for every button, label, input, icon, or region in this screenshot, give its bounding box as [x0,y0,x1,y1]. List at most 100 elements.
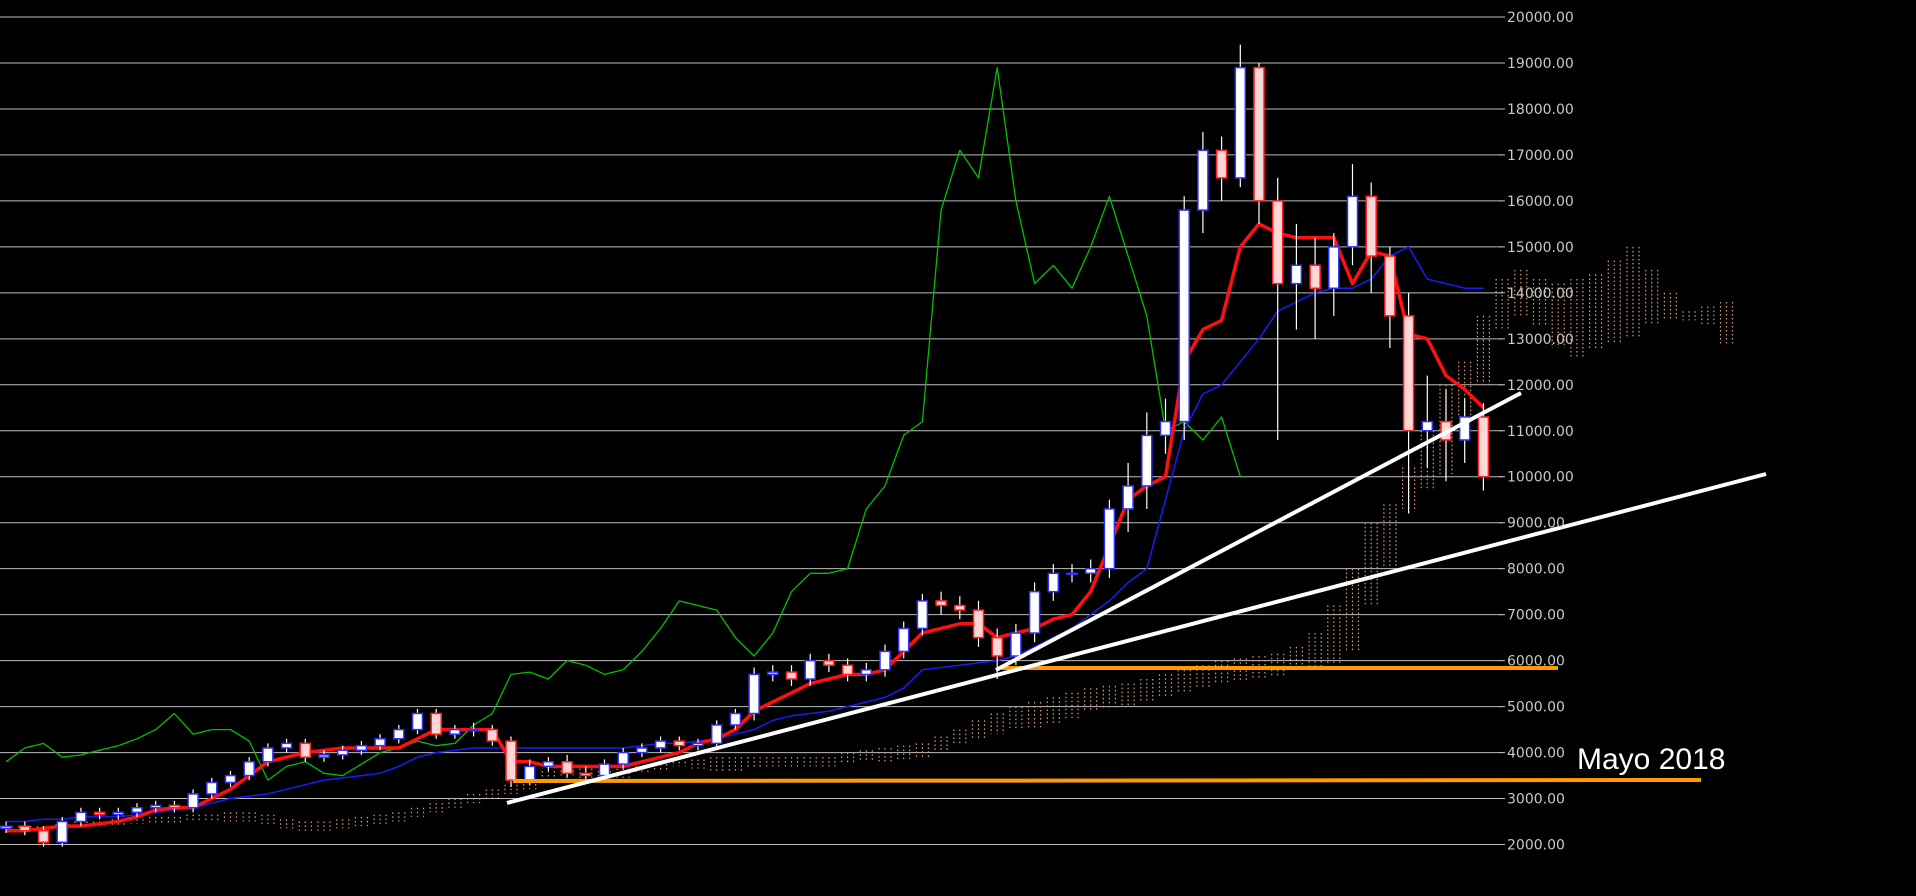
candle-body [879,650,891,671]
candle-body [935,600,947,607]
candle-body [1402,315,1415,432]
y-tick-label: 18000.00 [1507,102,1574,118]
candle-body [430,712,442,735]
y-tick-label: 9000.00 [1507,516,1565,532]
candle-body [1253,66,1265,202]
price-axis: 2000.00 3000.00 4000.00 5000.00 6000.00 7000.… [1499,10,1574,854]
candle-body [505,740,517,781]
candle-body [841,664,854,676]
y-tick-label: 3000.00 [1507,792,1565,808]
candle-body [1234,66,1247,179]
y-tick-label: 17000.00 [1507,148,1574,164]
candle-body [318,754,330,758]
candle-body [37,829,50,843]
candle-body [916,600,929,630]
trend-line [506,472,1767,805]
candle-body [1122,485,1134,510]
candle-body [336,749,349,756]
candle-body [1159,420,1172,437]
candle-body [561,761,573,775]
candle-body [860,669,873,676]
y-tick-label: 10000.00 [1507,470,1574,486]
candle-body [355,744,368,752]
y-tick-label: 12000.00 [1507,378,1574,394]
candle-body [112,811,125,816]
candle-body [56,820,68,843]
candle-body [897,627,910,653]
candle-body [1084,567,1097,575]
candle-body [823,659,835,666]
candle-body [1047,572,1060,593]
candle-body [1103,508,1116,570]
candle-body [523,765,536,781]
candle-body [1477,416,1490,478]
y-tick-label: 5000.00 [1507,700,1565,716]
candle-body [1141,434,1153,487]
candle-body [224,774,237,784]
candle-body [411,712,424,731]
candle-body [262,747,274,763]
candle-body [785,671,798,680]
y-tick-label: 7000.00 [1507,608,1565,624]
candle-body [93,811,106,816]
candle-body [1458,416,1471,441]
candle-body [710,724,723,745]
y-tick-label: 20000.00 [1507,10,1574,26]
candle-body [1346,195,1359,248]
candle-body [206,781,218,795]
candle-body [767,671,779,676]
candle-body [804,659,816,680]
candle-body [1010,632,1022,657]
candle-body [187,793,199,809]
candle-body [374,738,386,747]
candle-body [1215,149,1228,179]
grid [0,16,1503,846]
trend-line [995,391,1522,672]
y-tick-label: 8000.00 [1507,562,1565,578]
candle-body [617,751,629,765]
y-tick-label: 6000.00 [1507,654,1565,670]
trend-drawings [506,391,1767,805]
candle-body [280,742,293,749]
candle-body [0,825,12,830]
y-tick-label: 4000.00 [1507,746,1565,762]
candle-body [636,747,648,754]
candle-body [1421,420,1434,432]
support-line [512,778,1702,783]
y-tick-label: 14000.00 [1507,286,1574,302]
candle-body [19,825,31,832]
candle-body [149,804,162,809]
candle-body [991,636,1003,657]
y-tick-label: 16000.00 [1507,194,1574,210]
candle-body [243,761,255,777]
candle-body [168,804,181,809]
candle-body [1028,590,1041,634]
y-tick-label: 2000.00 [1507,838,1565,854]
y-tick-label: 13000.00 [1507,332,1574,348]
candle-body [542,761,555,768]
candle-body [692,742,704,747]
candle-body [1178,209,1190,423]
annotation: Mayo 2018 [1577,743,1725,776]
candle-body [1271,200,1284,285]
candle-body [1309,264,1321,289]
candle-body [673,740,686,747]
candle-body [1328,246,1340,289]
candle-body [1066,572,1078,576]
candle-body [748,673,760,715]
y-tick-label: 11000.00 [1507,424,1574,440]
candle-body [598,763,611,777]
candle-body [654,740,667,749]
candle-body [449,728,461,735]
y-tick-label: 15000.00 [1507,240,1574,256]
candle-body [972,609,985,639]
candle-body [486,728,499,742]
candle-body [131,806,143,814]
candle-body [1197,149,1209,211]
y-tick-label: 19000.00 [1507,56,1574,72]
candle-body [954,604,966,611]
candle-body [729,712,742,726]
indicator-line [5,66,1241,781]
